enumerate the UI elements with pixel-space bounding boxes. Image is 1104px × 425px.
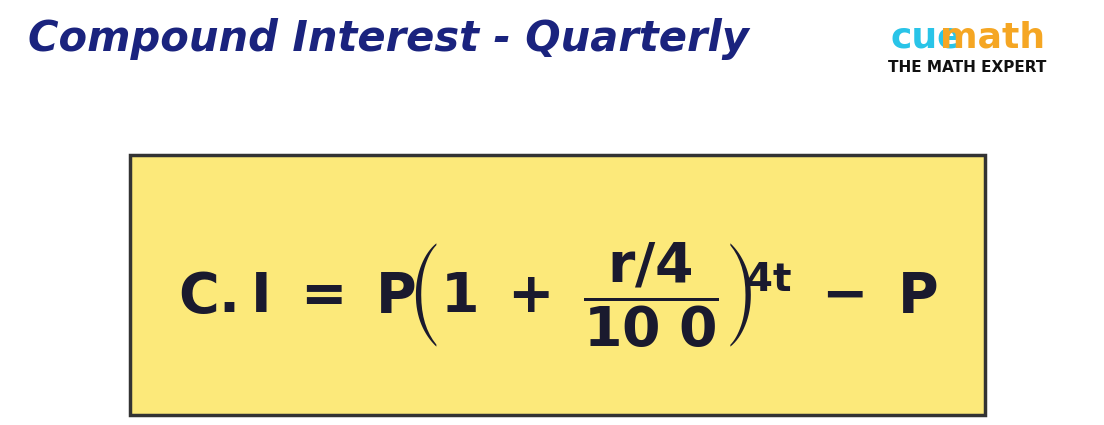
Bar (130, 155, 985, 415)
Text: $\mathbf{C.I\ =\ P\!\left(1\ +\ \dfrac{r/4}{10\ 0}\right)^{\!\!4t}\ -\ P}$: $\mathbf{C.I\ =\ P\!\left(1\ +\ \dfrac{r… (178, 240, 937, 350)
Text: Compound Interest - Quarterly: Compound Interest - Quarterly (28, 18, 749, 60)
Text: THE MATH EXPERT: THE MATH EXPERT (888, 60, 1047, 75)
Text: cue: cue (890, 20, 962, 54)
Text: math: math (940, 20, 1045, 54)
